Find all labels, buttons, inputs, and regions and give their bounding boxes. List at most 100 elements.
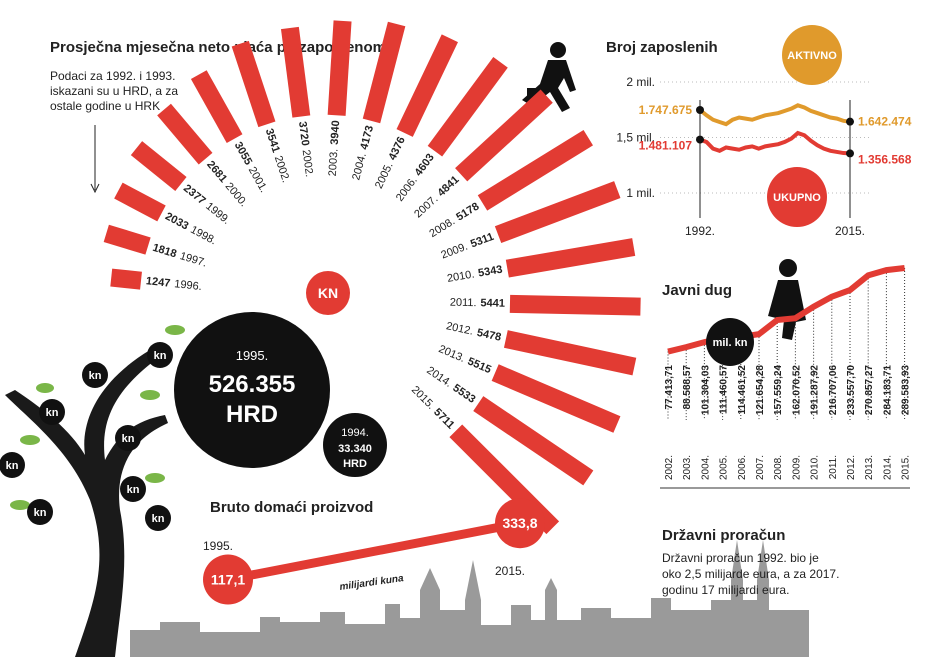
end-dot (846, 149, 854, 158)
salary-bar (362, 21, 406, 124)
debt-year: 2009. (791, 455, 802, 480)
salary-year: 2012. (445, 320, 474, 338)
debt-label: 88.588,57 (682, 365, 693, 410)
gdp-year: 2015. (495, 564, 525, 578)
salary-year: 2009. (439, 241, 469, 262)
kn-text: kn (152, 513, 165, 525)
salary-year: 2000. (223, 180, 250, 209)
note: Podaci za 1992. i 1993. (50, 69, 175, 83)
kn-text: kn (127, 484, 140, 496)
unit-text: mil. kn (713, 337, 748, 349)
salary-value: 3541 (263, 127, 282, 154)
salary-year: 2005. (373, 161, 396, 191)
kn-coin (0, 452, 25, 478)
section-title: Javni dug (662, 282, 732, 299)
value-label: 1.481.107 (639, 139, 693, 153)
salary-value: 5515 (466, 355, 493, 376)
salary-bar (494, 181, 621, 244)
salary-label: 2011. 5441 (450, 297, 505, 310)
legend-text: AKTIVNO (787, 50, 837, 62)
debt-label: 77.413,71 (664, 365, 675, 410)
salary-label: 20331998. (163, 210, 218, 247)
debt-label: 191.287,92 (810, 365, 821, 415)
salary-year: 1997. (178, 250, 208, 270)
debt-year: 2006. (737, 455, 748, 480)
gdp-line (227, 518, 521, 584)
gdp-value: 117,1 (211, 572, 245, 588)
line (699, 130, 851, 156)
salary-value: 5533 (451, 382, 478, 406)
skyline (130, 540, 809, 657)
y-tick-label: 2 mil. (626, 75, 655, 89)
end-dot (846, 117, 854, 126)
salary-bar (477, 130, 593, 211)
debt-year: 2005. (719, 455, 730, 480)
legend-text: UKUPNO (773, 192, 821, 204)
callout-big-unit: HRD (226, 401, 278, 428)
salary-label: 2003. 3940 (327, 120, 342, 177)
salary-bar (110, 268, 142, 290)
salary-value: 4376 (386, 135, 407, 162)
salary-year: 2003. (327, 148, 341, 176)
kn-text: kn (122, 433, 135, 445)
salary-year: 2002. (272, 154, 292, 184)
kn-coin (147, 342, 173, 368)
salary-bar (103, 224, 151, 255)
salary-bar (157, 103, 213, 165)
callout-small-year: 1994. (341, 427, 369, 439)
section-title: Prosječna mjesečna neto plaća po zaposle… (50, 39, 394, 56)
salary-bar (509, 294, 641, 316)
salary-bar (280, 26, 311, 118)
callout-small-value: 33.340 (338, 443, 372, 455)
salary-value: 4173 (358, 124, 376, 151)
salary-bar (190, 70, 243, 143)
legend-badge (782, 25, 842, 85)
tree (5, 325, 185, 657)
kn-coin (27, 499, 53, 525)
note: ostale godine u HRK (50, 99, 160, 113)
salary-year: 2011. (450, 297, 477, 310)
gdp-value: 333,8 (502, 515, 537, 531)
salary-bar (327, 20, 352, 116)
salary-year: 1998. (188, 224, 218, 247)
salary-year: 2015. (409, 384, 437, 412)
salary-year: 2013. (437, 343, 467, 365)
budget-text: godinu 17 milijardi eura. (662, 583, 789, 597)
salary-value: 5478 (476, 327, 502, 344)
kn-text: kn (154, 350, 167, 362)
debt-year: 2002. (664, 455, 675, 480)
callout-small (323, 413, 387, 477)
debt-label: 284.183,71 (882, 365, 893, 415)
kn-coin (82, 362, 108, 388)
debt-year: 2004. (700, 455, 711, 480)
salary-bar (503, 330, 637, 376)
debt-label: 101.304,03 (700, 365, 711, 415)
unit-badge (706, 318, 754, 366)
salary-label: 2012.5478 (445, 320, 502, 344)
salary-value: 3720 (296, 121, 311, 147)
salary-year: 2002. (300, 149, 315, 178)
salary-bar (491, 364, 621, 433)
salary-bar (473, 396, 594, 486)
salary-label: 2010. 5343 (446, 264, 503, 285)
salary-value: 5441 (480, 297, 505, 310)
debt-label: 216.707,06 (828, 365, 839, 415)
climber (768, 259, 806, 340)
salary-year: 1996. (174, 278, 203, 293)
salary-value: 5311 (469, 231, 496, 251)
gdp-unit: milijardi kuna (339, 573, 405, 593)
debt-year: 2011. (828, 455, 839, 479)
kn-text: kn (89, 370, 102, 382)
debt-year: 2013. (864, 455, 875, 480)
salary-value: 1818 (151, 242, 178, 261)
salary-year: 1999. (203, 200, 232, 227)
salary-value: 5343 (477, 264, 503, 280)
salary-year: 2008. (427, 215, 457, 240)
debt-label: 114.461,52 (737, 365, 748, 415)
salary-value: 3940 (329, 120, 343, 145)
debt-label: 162.070,52 (791, 365, 802, 415)
salary-bar (427, 56, 508, 157)
kn-coin (120, 476, 146, 502)
legend-badge (767, 167, 827, 227)
